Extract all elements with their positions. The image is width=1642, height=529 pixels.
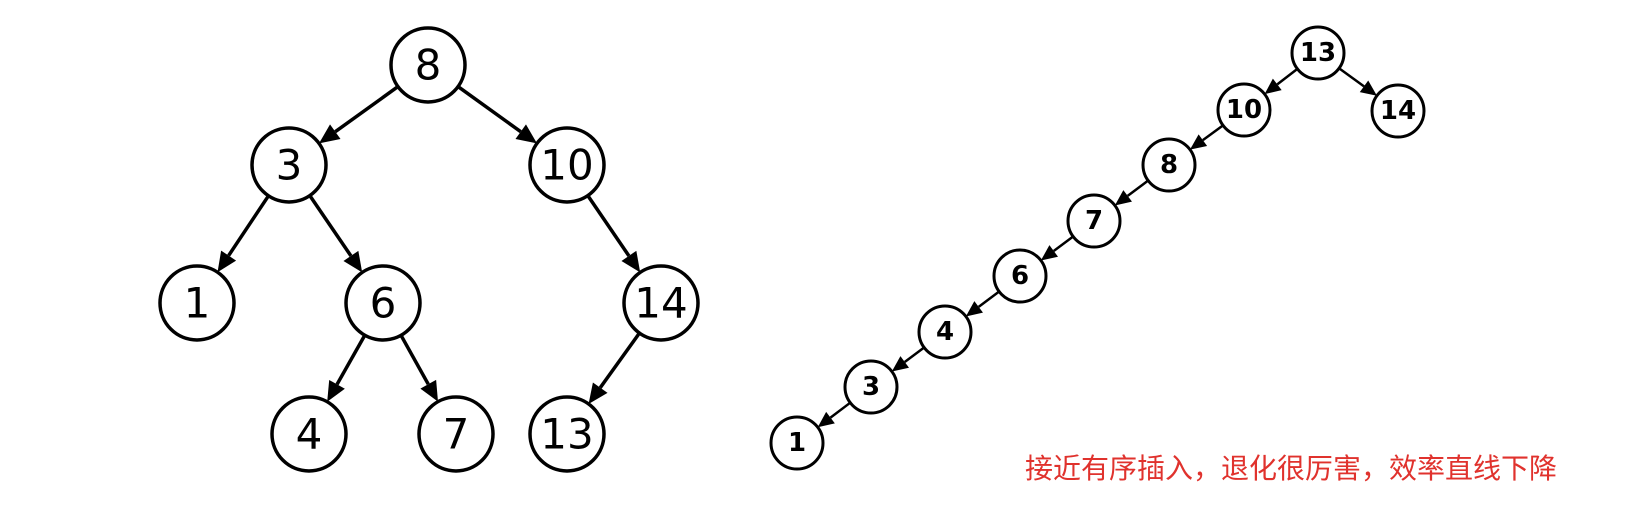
node-label: 8 xyxy=(415,41,442,90)
node-circle xyxy=(417,395,495,473)
node-n3: 3 xyxy=(250,126,328,204)
node-d3: 3 xyxy=(843,359,899,415)
arrowhead-n14-n13 xyxy=(588,382,608,404)
degenerate-bst: 13 10 14 8 7 6 4 3 1 xyxy=(769,25,1426,471)
node-d8: 8 xyxy=(1141,137,1197,193)
node-circle xyxy=(992,248,1048,304)
node-label: 1 xyxy=(184,279,211,328)
node-label: 4 xyxy=(296,410,323,459)
node-d10: 10 xyxy=(1216,82,1272,138)
node-n10: 10 xyxy=(528,126,606,204)
arrowhead-d7-d6 xyxy=(1040,245,1059,261)
arrowhead-d13-d14 xyxy=(1359,80,1377,96)
node-d13: 13 xyxy=(1290,25,1346,81)
arrowhead-n10-n14 xyxy=(621,250,641,273)
node-d1: 1 xyxy=(769,415,825,471)
edge-d10-d8 xyxy=(1202,124,1224,142)
node-n4: 4 xyxy=(270,395,348,473)
edge-d6-d4 xyxy=(977,290,1000,308)
node-circle xyxy=(270,395,348,473)
arrowhead-d4-d3 xyxy=(891,356,910,372)
edge-d13-d10 xyxy=(1276,67,1299,86)
node-circle xyxy=(917,304,973,360)
edge-n8-n10 xyxy=(457,85,522,134)
node-label: 14 xyxy=(1380,96,1416,126)
node-d6: 6 xyxy=(992,248,1048,304)
node-n14: 14 xyxy=(622,264,700,342)
node-n8: 8 xyxy=(389,26,467,104)
degeneration-caption: 接近有序插入，退化很厉害，效率直线下降 xyxy=(1025,452,1558,485)
node-label: 7 xyxy=(1085,206,1103,236)
node-circle xyxy=(528,126,606,204)
node-label: 3 xyxy=(276,141,303,190)
arrowhead-n8-n3 xyxy=(319,124,341,144)
node-label: 13 xyxy=(1300,38,1336,68)
node-label: 13 xyxy=(540,410,593,459)
node-circle xyxy=(389,26,467,104)
node-circle xyxy=(769,415,825,471)
node-circle xyxy=(843,359,899,415)
arrowhead-d6-d4 xyxy=(965,301,983,317)
node-label: 3 xyxy=(862,372,880,402)
arrowhead-n3-n6 xyxy=(343,250,363,273)
node-d14: 14 xyxy=(1370,83,1426,139)
node-circle xyxy=(1141,137,1197,193)
arrowhead-d8-d7 xyxy=(1114,190,1132,206)
node-label: 7 xyxy=(443,410,470,459)
node-label: 10 xyxy=(1226,95,1262,125)
edge-n6-n7 xyxy=(399,334,430,386)
node-circle xyxy=(344,264,422,342)
edge-d8-d7 xyxy=(1126,179,1149,197)
node-d4: 4 xyxy=(917,304,973,360)
edge-n6-n4 xyxy=(335,334,367,386)
arrowhead-d10-d8 xyxy=(1189,134,1208,150)
edge-d13-d14 xyxy=(1338,67,1365,88)
balanced-bst: 8 3 10 1 6 14 4 7 13 xyxy=(158,26,700,473)
edge-n3-n6 xyxy=(308,194,353,257)
arrowhead-n8-n10 xyxy=(515,124,537,144)
edge-n14-n13 xyxy=(598,332,641,389)
arrowhead-n6-n4 xyxy=(327,379,345,402)
node-label: 8 xyxy=(1160,150,1178,180)
edge-d3-d1 xyxy=(829,401,852,419)
edge-d7-d6 xyxy=(1052,235,1074,252)
node-n6: 6 xyxy=(344,264,422,342)
node-label: 6 xyxy=(1011,261,1029,291)
arrowhead-d13-d10 xyxy=(1264,78,1282,95)
node-label: 10 xyxy=(540,141,593,190)
node-label: 1 xyxy=(788,428,806,458)
node-n13: 13 xyxy=(528,395,606,473)
node-n1: 1 xyxy=(158,264,236,342)
arrowhead-n3-n1 xyxy=(217,250,237,273)
node-circle xyxy=(1066,193,1122,249)
node-circle xyxy=(1290,25,1346,81)
edge-n3-n1 xyxy=(227,194,270,257)
node-circle xyxy=(158,264,236,342)
node-circle xyxy=(250,126,328,204)
node-label: 4 xyxy=(936,317,954,347)
edge-d4-d3 xyxy=(903,346,925,363)
edge-n8-n3 xyxy=(334,85,399,134)
node-circle xyxy=(622,264,700,342)
arrowhead-n6-n7 xyxy=(420,379,438,402)
node-circle xyxy=(1370,83,1426,139)
node-circle xyxy=(1216,82,1272,138)
node-label: 14 xyxy=(634,279,687,328)
node-circle xyxy=(528,395,606,473)
node-label: 6 xyxy=(370,279,397,328)
node-n7: 7 xyxy=(417,395,495,473)
edge-n10-n14 xyxy=(586,194,631,257)
node-d7: 7 xyxy=(1066,193,1122,249)
arrowhead-d3-d1 xyxy=(817,411,835,428)
